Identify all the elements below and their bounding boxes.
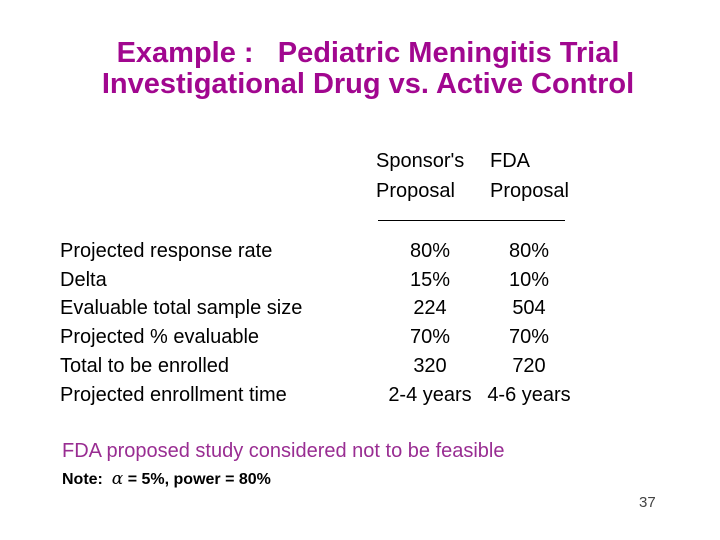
row-sponsor-value: 80%	[409, 240, 451, 262]
note-prefix: Note:	[62, 471, 112, 488]
row-fda-value: 4-6 years	[487, 383, 571, 406]
row-fda-value: 504	[512, 297, 546, 320]
slide-title-line2: Investigational Drug vs. Active Control	[101, 68, 635, 100]
row-sponsor-value: 15%	[409, 268, 451, 291]
column-header-sponsor: Sponsor's Proposal	[376, 146, 464, 206]
row-sponsor-value: 320	[413, 354, 447, 377]
row-sponsor-value: 2-4 years	[388, 383, 472, 406]
row-fda-value: 10%	[508, 268, 550, 291]
note-rest: = 5%, power = 80%	[123, 471, 271, 488]
row-fda-value: 720	[512, 354, 546, 377]
row-fda-value: 80%	[508, 240, 550, 262]
conclusion-text: FDA proposed study considered not to be …	[62, 440, 505, 462]
comparison-table: Projected response rate 80% 80% Delta 15…	[60, 237, 574, 409]
row-label: Projected % evaluable	[60, 326, 260, 349]
header-divider-line	[378, 220, 565, 221]
row-label: Delta	[60, 268, 107, 291]
column-header-fda-line2: Proposal	[490, 180, 569, 202]
slide-title: Example : Pediatric Meningitis Trial Inv…	[30, 38, 706, 100]
alpha-symbol: α	[111, 469, 124, 489]
row-label: Total to be enrolled	[60, 354, 230, 377]
row-sponsor-value: 70%	[409, 326, 451, 349]
column-header-fda: FDA Proposal	[490, 146, 569, 206]
column-header-sponsor-line2: Proposal	[376, 180, 455, 202]
note-text: Note: α = 5%, power = 80%	[62, 469, 271, 490]
row-label: Evaluable total sample size	[60, 297, 303, 320]
column-header-sponsor-line1: Sponsor's	[376, 150, 465, 172]
page-number: 37	[639, 494, 656, 511]
row-sponsor-value: 224	[413, 297, 447, 320]
row-fda-value: 70%	[508, 326, 550, 349]
column-header-fda-line1: FDA	[490, 150, 530, 172]
slide-title-line1: Example : Pediatric Meningitis Trial	[116, 37, 620, 69]
row-label: Projected enrollment time	[60, 383, 287, 406]
row-label: Projected response rate	[60, 240, 273, 262]
